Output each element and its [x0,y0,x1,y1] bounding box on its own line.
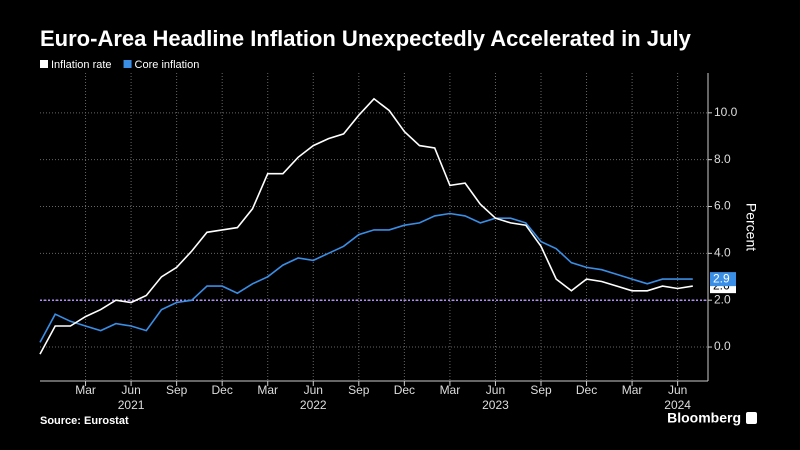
series-line [39,97,693,355]
chart-title: Euro-Area Headline Inflation Unexpectedl… [40,26,692,51]
legend-swatch [123,60,132,68]
y-tick-label: 8.0 [714,152,731,166]
x-year-label: 2021 [118,398,145,412]
x-tick-label: Dec [576,383,597,397]
x-year-label: 2022 [300,398,327,412]
x-tick-label: Dec [212,383,233,397]
series-line [39,212,693,343]
y-tick-label: 6.0 [714,199,731,213]
x-tick-label: Mar [622,383,643,397]
y-tick-label: 4.0 [714,246,731,260]
legend-swatch [40,60,48,68]
x-tick-label: Mar [440,383,461,397]
y-tick-label: 10.0 [714,105,738,119]
y-axis-label: Percent [743,203,759,251]
brand: Bloomberg [667,410,741,426]
x-tick-label: Sep [348,383,370,397]
x-tick-label: Mar [257,383,278,397]
x-tick-label: Dec [394,383,415,397]
end-label-box [710,272,736,287]
x-tick-label: Jun [304,383,323,397]
y-tick-label: 2.0 [714,292,731,306]
x-year-label: 2024 [664,398,691,412]
x-tick-label: Jun [121,383,140,397]
x-tick-label: Jun [486,383,505,397]
x-tick-label: Mar [75,383,96,397]
x-year-label: 2023 [482,398,509,412]
x-tick-label: Sep [166,383,188,397]
legend-label: Inflation rate [51,59,112,71]
end-label: 2.9 [713,271,730,285]
brand-icon [746,412,757,424]
legend-label: Core inflation [135,59,200,71]
x-tick-label: Jun [668,383,687,397]
y-tick-label: 0.0 [714,339,731,353]
source: Source: Eurostat [40,415,129,427]
x-tick-label: Sep [530,383,552,397]
